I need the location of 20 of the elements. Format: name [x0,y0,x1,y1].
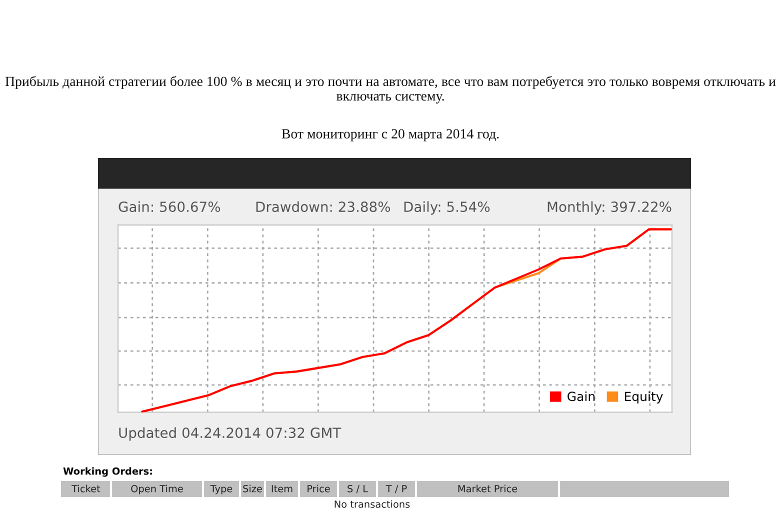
legend-label: Equity [624,391,663,404]
text: Drawdown: 23.88% [256,201,390,212]
category-label: Ticket [72,484,100,492]
category-label: Type [210,485,232,494]
text: Updated 04.24.2014 07:32 GMT [119,427,342,441]
category-label: T / P [386,485,407,494]
category-label: Market Price [458,484,518,492]
text: Monthly: 397.22% [548,201,672,215]
text: No transactions [334,500,410,508]
category-label: Price [308,484,330,492]
text: Working Orders: [63,467,152,477]
text: Daily: 5.54% [404,201,490,215]
chart-subtitle: Вот мониторинг с 20 марта 2014 год. [282,129,499,142]
chart-title: Прибыль данной стратегии более 100 % в месяц и это почти на автомате, все что вам потребуется это только вовремя отключать и включать систему. [5,76,776,104]
category-label: Item [272,485,292,492]
legend-label: Gain [568,391,595,402]
category-label: Size [243,484,262,492]
category-label: S / L [348,484,368,494]
text: Gain: 560.67% [118,201,220,212]
category-label: Open Time [131,484,183,494]
